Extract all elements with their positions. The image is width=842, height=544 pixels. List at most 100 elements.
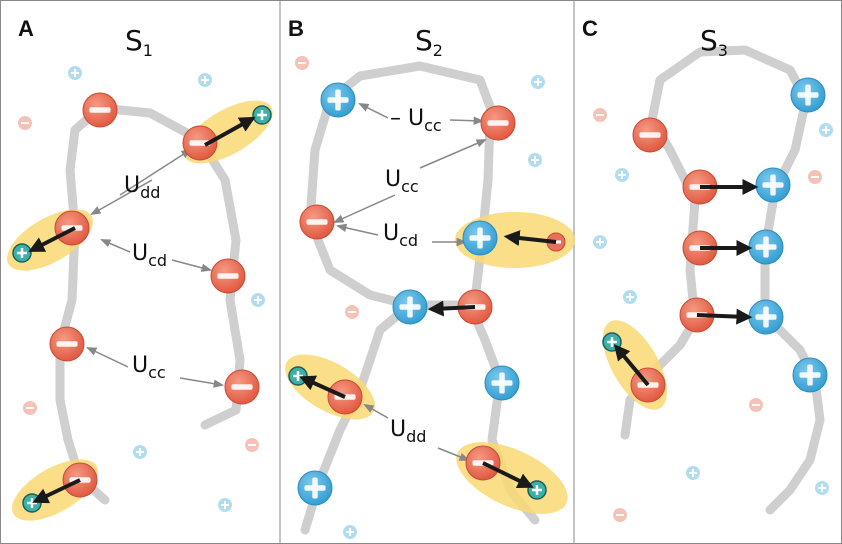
panel-title: S1 — [125, 24, 153, 60]
teal-ion — [13, 244, 31, 262]
teal-ion — [528, 481, 546, 499]
interaction-arrow — [450, 120, 482, 121]
fblue-ion — [251, 293, 265, 307]
fred-ion — [23, 401, 37, 415]
red-ion — [481, 106, 515, 140]
panel-letter: B — [288, 16, 304, 41]
dipole-arrow — [434, 307, 475, 309]
interaction-arrow — [420, 140, 485, 168]
label-sub: cc — [424, 116, 442, 135]
energy-label: – Ucc — [390, 106, 442, 135]
panel-letter: C — [582, 16, 598, 41]
blue-ion — [793, 358, 827, 392]
sign — [763, 236, 768, 257]
sign — [335, 89, 340, 110]
frame — [1, 1, 842, 544]
sign — [56, 341, 77, 346]
red-ion — [300, 205, 334, 239]
fblue-ion — [593, 235, 607, 249]
fred-ion — [593, 108, 607, 122]
chain — [60, 108, 240, 500]
red-ion — [211, 259, 245, 293]
interaction-arrow — [335, 195, 395, 222]
title-sub: 3 — [718, 41, 728, 60]
panel-title: S2 — [415, 24, 443, 60]
sign — [770, 174, 775, 195]
sign — [306, 219, 327, 224]
blue-ion — [298, 471, 332, 505]
energy-label: Ucd — [132, 241, 167, 270]
sign — [499, 372, 504, 393]
fblue-ion — [815, 481, 829, 495]
red-ion — [50, 327, 84, 361]
fred-ion — [808, 170, 822, 184]
label-main: U — [124, 173, 140, 198]
panel-letter: A — [18, 16, 34, 41]
sign — [807, 364, 812, 385]
teal-ion — [603, 333, 621, 351]
blue-ion — [749, 230, 783, 264]
fblue-ion — [819, 123, 833, 137]
label-sub: cd — [399, 231, 418, 250]
label-sub: dd — [406, 427, 426, 446]
dipole-halo — [590, 310, 680, 420]
sign — [763, 306, 768, 327]
interaction-arrow — [180, 378, 222, 385]
sign — [217, 273, 238, 278]
interaction-arrow — [338, 226, 378, 235]
sign — [89, 107, 110, 112]
title-main: S — [125, 24, 143, 57]
title-sub: 1 — [143, 41, 153, 60]
title-main: S — [700, 24, 718, 57]
label-sub: cc — [401, 177, 419, 196]
blue-ion — [393, 290, 427, 324]
red-ion — [633, 118, 667, 152]
fblue-ion — [343, 525, 357, 539]
fred-ion — [18, 116, 32, 130]
sign — [407, 296, 412, 317]
fred-ion — [245, 438, 259, 452]
fblue-ion — [133, 445, 147, 459]
label-sub: cc — [148, 363, 166, 382]
figure: A B C S1 S2 S3 Udd Ucd Ucc – Ucc Ucc Ucd… — [0, 0, 842, 544]
fblue-ion — [686, 466, 700, 480]
label-main: U — [385, 167, 401, 192]
interaction-arrow — [360, 104, 388, 118]
energy-label: Udd — [390, 417, 426, 446]
sign — [487, 120, 508, 125]
label-sub: cd — [148, 251, 167, 270]
blue-ion — [756, 168, 790, 202]
sign — [639, 132, 660, 137]
fblue-ion — [218, 498, 232, 512]
panel-title: S3 — [700, 24, 728, 60]
interaction-arrow — [88, 348, 128, 367]
label-main: – U — [390, 106, 424, 131]
energy-label: Ucd — [383, 221, 418, 250]
label-main: U — [390, 417, 406, 442]
sign — [477, 227, 482, 248]
energy-label: Udd — [124, 173, 160, 202]
label-sub: dd — [140, 183, 160, 202]
blue-ion — [749, 300, 783, 334]
red-ion — [225, 370, 259, 404]
title-sub: 2 — [433, 41, 443, 60]
teal-ion — [289, 367, 307, 385]
energy-label: Ucc — [385, 167, 419, 196]
fblue-ion — [198, 73, 212, 87]
sign — [805, 84, 810, 105]
interaction-arrow — [172, 260, 210, 270]
sign — [312, 477, 317, 498]
fred-ion — [613, 508, 627, 522]
teal-ion — [23, 494, 41, 512]
dipole-arrow — [697, 315, 746, 317]
blue-ion — [791, 78, 825, 112]
fblue-ion — [68, 66, 82, 80]
fblue-ion — [531, 75, 545, 89]
label-main: U — [132, 353, 148, 378]
blue-ion — [485, 366, 519, 400]
fblue-ion — [623, 290, 637, 304]
label-main: U — [383, 221, 399, 246]
title-main: S — [415, 24, 433, 57]
teal-ion — [253, 106, 271, 124]
fred-ion — [749, 398, 763, 412]
